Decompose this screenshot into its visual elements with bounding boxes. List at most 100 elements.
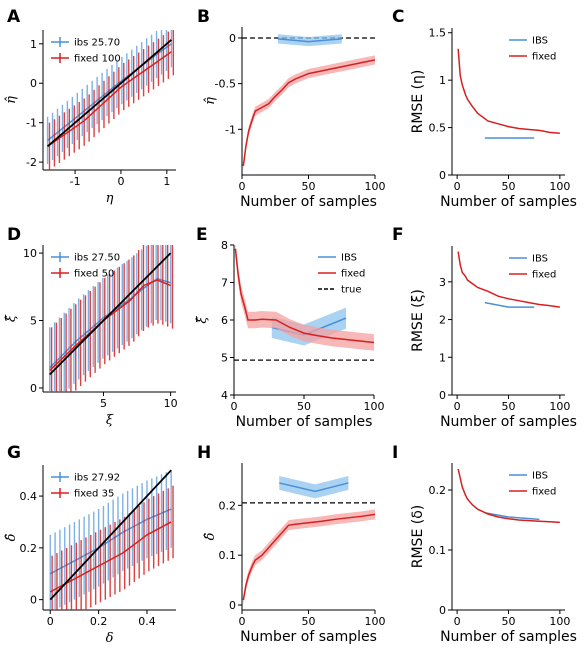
plot-area xyxy=(457,468,560,524)
x-tick-label: 50 xyxy=(502,400,516,413)
legend-label: fixed 100 xyxy=(74,54,121,65)
x-axis-label: Number of samples xyxy=(440,414,577,430)
legend: IBS fixed true xyxy=(318,253,365,296)
panel-letter: C xyxy=(392,7,404,27)
y-tick-label: 0 xyxy=(30,77,37,90)
plot-area xyxy=(49,469,174,610)
y-axis-label: δ̂ xyxy=(203,532,218,540)
plot-area xyxy=(49,245,174,392)
y-tick-label: 5 xyxy=(30,315,37,328)
y-tick-label: 10 xyxy=(23,247,37,260)
series-line xyxy=(234,248,374,344)
x-tick-label: 50 xyxy=(502,615,516,628)
legend: ibs 27.50 fixed 50 xyxy=(51,252,120,280)
confidence-band xyxy=(243,509,375,606)
legend-label: ibs 27.92 xyxy=(74,473,120,484)
y-tick-label: 8 xyxy=(221,239,228,252)
y-tick-label: 0.1 xyxy=(219,549,237,562)
y-tick-label: 7 xyxy=(221,277,228,290)
y-tick-label: 0 xyxy=(439,169,446,182)
legend: IBS fixed xyxy=(509,254,556,281)
x-axis-label: Number of samples xyxy=(240,194,377,210)
y-tick-label: 0.4 xyxy=(20,490,38,503)
series-line xyxy=(277,38,342,43)
panel-letter: E xyxy=(196,225,208,245)
y-tick-label: 0.2 xyxy=(219,499,237,512)
legend: IBS fixed xyxy=(509,36,556,63)
panel-i: I 0 50 100 0 0.1 0.2 Number of samples RMSE (δ) I… xyxy=(392,443,577,645)
y-tick-label: 0.5 xyxy=(429,122,447,135)
panel-letter: D xyxy=(7,225,21,245)
x-tick-label: 100 xyxy=(365,180,386,193)
plot-area xyxy=(457,251,560,308)
x-tick-label: -1 xyxy=(70,175,81,188)
legend-label: fixed 50 xyxy=(74,269,114,280)
x-tick-label: 50 xyxy=(502,180,516,193)
x-tick-label: 100 xyxy=(549,180,570,193)
panel-e: E 0 50 100 4 5 6 7 8 Number of samples ξ̂ IBS fixed t… xyxy=(195,225,385,430)
legend-label: ibs 25.70 xyxy=(74,38,120,49)
panel-c: C 0 50 100 0 0.5 1 1.5 Number of samples RMSE (η)… xyxy=(392,7,577,210)
series-line xyxy=(47,43,172,142)
legend-label: true xyxy=(341,285,362,296)
plot-area xyxy=(46,30,175,170)
identity-line xyxy=(49,469,172,601)
y-axis-label: η̂ xyxy=(203,97,218,105)
y-tick-label: 1.5 xyxy=(429,27,447,40)
legend-label: fixed xyxy=(532,270,556,281)
x-tick-label: 50 xyxy=(302,180,316,193)
x-tick-label: 0 xyxy=(47,615,54,628)
panel-f: F 0 50 100 0 1 2 3 Number of samples RMSE (ξ) IBS f… xyxy=(392,225,577,430)
y-axis-label: η̂ xyxy=(4,96,19,104)
x-tick-label: 0 xyxy=(454,400,461,413)
panel-letter: I xyxy=(392,443,398,463)
panel-g: G 0 0.2 0.4 0 0.2 0.4 δ δ̂ ibs 27.92 fixed 35 xyxy=(4,443,176,646)
panel-letter: B xyxy=(197,7,210,27)
y-tick-label: 1 xyxy=(439,74,446,87)
y-tick-label: 3 xyxy=(439,276,446,289)
plot-area xyxy=(234,245,374,351)
x-tick-label: 0 xyxy=(239,615,246,628)
x-tick-label: 0 xyxy=(454,180,461,193)
y-axis-label: RMSE (δ) xyxy=(410,505,426,568)
y-tick-label: -0.5 xyxy=(215,78,236,91)
y-tick-label: 0.1 xyxy=(429,544,447,557)
x-tick-label: 50 xyxy=(297,400,311,413)
plot-area xyxy=(242,34,375,171)
x-tick-label: 1 xyxy=(163,175,170,188)
plot-area xyxy=(242,475,375,606)
y-tick-label: 0 xyxy=(229,599,236,612)
panel-letter: G xyxy=(7,443,21,463)
panel-letter: H xyxy=(197,443,211,463)
series-line xyxy=(242,513,375,601)
x-axis-label: Number of samples xyxy=(240,629,377,645)
x-tick-label: 0 xyxy=(239,180,246,193)
legend: IBS fixed xyxy=(509,471,556,498)
identity-line xyxy=(46,39,173,148)
series-line xyxy=(279,482,349,493)
x-tick-label: 100 xyxy=(364,400,385,413)
y-tick-label: 1 xyxy=(30,38,37,51)
series-line xyxy=(49,521,172,593)
x-tick-label: 0 xyxy=(117,175,124,188)
plot-area xyxy=(457,48,560,139)
y-axis-label: ξ̂ xyxy=(195,316,210,324)
y-tick-label: -1 xyxy=(225,123,236,136)
y-axis-label: RMSE (η) xyxy=(410,70,426,134)
y-tick-label: 0 xyxy=(229,32,236,45)
legend-label: IBS xyxy=(532,36,548,47)
y-tick-label: 5 xyxy=(221,352,228,365)
series-line xyxy=(49,277,171,369)
x-tick-label: 50 xyxy=(302,615,316,628)
y-tick-label: 1 xyxy=(439,351,446,364)
panel-letter: A xyxy=(7,7,21,27)
confidence-band xyxy=(243,55,375,171)
x-tick-label: 100 xyxy=(365,615,386,628)
y-tick-label: 0 xyxy=(439,389,446,402)
y-axis-label: RMSE (ξ) xyxy=(410,289,426,352)
x-axis-label: η xyxy=(106,191,114,206)
y-tick-label: 0.2 xyxy=(429,484,447,497)
legend: ibs 27.92 fixed 35 xyxy=(51,472,120,500)
